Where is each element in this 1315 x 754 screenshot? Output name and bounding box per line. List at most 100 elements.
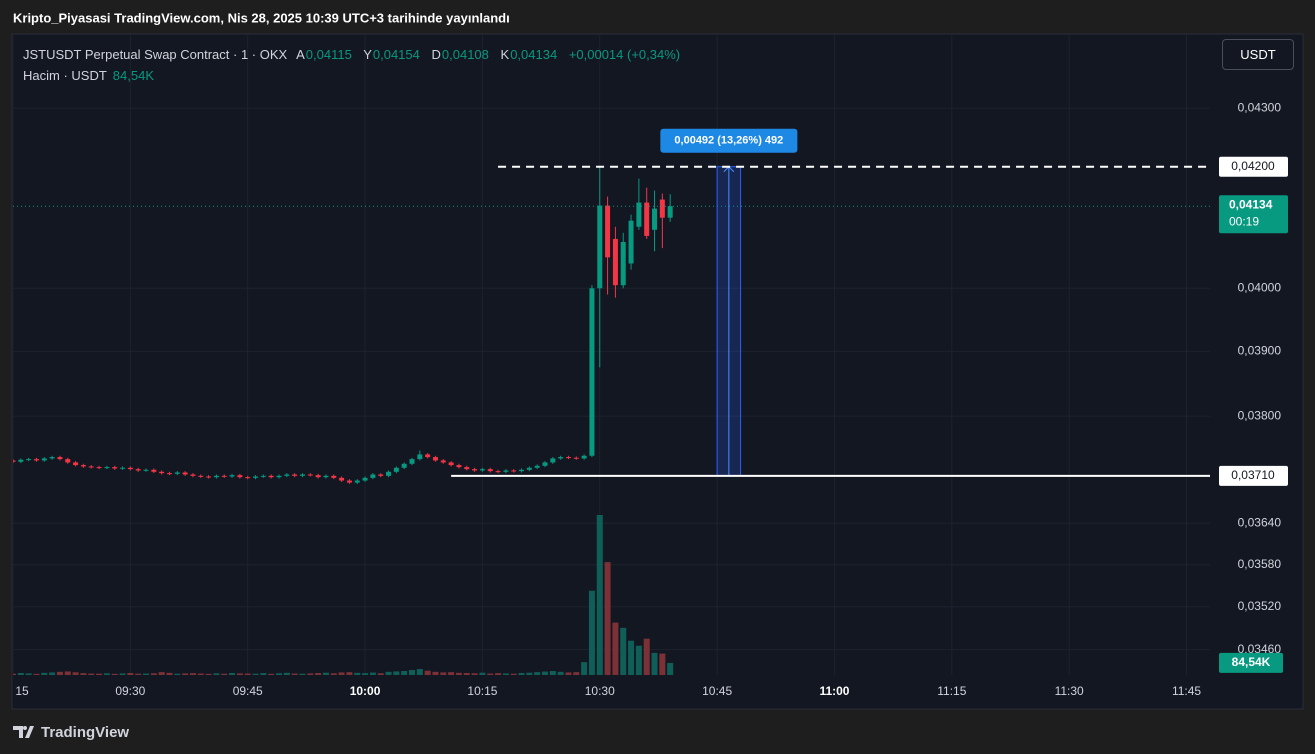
x-tick-label: 11:00 — [819, 684, 849, 698]
volume-bar — [369, 672, 376, 675]
candle-body — [190, 474, 196, 476]
candle-body — [96, 467, 102, 469]
volume-bar — [635, 645, 642, 675]
candle-body — [323, 475, 329, 478]
x-tick-label: 11:15 — [937, 684, 966, 698]
candle-body — [112, 467, 118, 469]
y-tick-label: 0,03580 — [1238, 557, 1282, 571]
volume-bar — [80, 673, 87, 675]
candle-body — [448, 462, 454, 466]
candle-body — [565, 457, 571, 459]
volume-bar — [236, 673, 243, 675]
volume-bar — [346, 672, 353, 675]
high-value: 0,04154 — [372, 47, 420, 62]
candle-body — [127, 467, 133, 470]
candle-body — [57, 457, 63, 460]
volume-bar — [150, 673, 157, 675]
candle-body — [378, 474, 384, 476]
volume-bar — [432, 671, 439, 675]
volume-bar — [588, 590, 595, 675]
volume-bar — [189, 673, 196, 675]
price-line-label: 0,03710 — [1231, 468, 1275, 482]
volume-bar — [416, 669, 423, 675]
candle-body — [3, 460, 8, 462]
candle-body — [652, 208, 658, 230]
candle-body — [268, 475, 274, 478]
volume-bar — [534, 672, 541, 675]
volume-bar — [471, 673, 478, 675]
volume-bar — [479, 672, 486, 675]
candle-body — [440, 460, 446, 463]
y-tick-label: 0,03640 — [1238, 515, 1282, 529]
x-tick-label: 09:45 — [233, 684, 263, 698]
volume-bar — [573, 672, 580, 675]
volume-bar — [338, 672, 345, 675]
candle-body — [13, 460, 16, 462]
volume-bar — [56, 671, 63, 675]
candle-body — [362, 477, 368, 481]
x-tick-label: 11:45 — [1172, 684, 1201, 698]
candle-body — [464, 467, 470, 470]
volume-bar — [72, 672, 79, 675]
low-label: D — [431, 47, 441, 62]
y-tick-label: 0,04300 — [1238, 100, 1282, 114]
volume-bar — [502, 673, 509, 675]
volume-bar — [88, 673, 95, 675]
candle-body — [339, 477, 345, 481]
candle-body — [667, 206, 673, 218]
candle-body — [479, 469, 485, 471]
x-tick-label: 10:15 — [467, 684, 497, 698]
price-line-label: 0,04200 — [1231, 159, 1275, 173]
volume-bar — [127, 673, 134, 675]
plot — [2, 35, 1210, 675]
candle-body — [315, 475, 321, 478]
volume-bar — [393, 671, 400, 675]
y-tick-label: 0,03460 — [1238, 642, 1282, 656]
volume-bar — [549, 671, 556, 675]
candle-body — [120, 467, 126, 469]
volume-bar — [252, 673, 259, 675]
candle-body — [605, 205, 611, 258]
candle-body — [573, 457, 579, 459]
candle-body — [159, 471, 165, 474]
volume-bar — [307, 673, 314, 675]
candle-body — [550, 458, 556, 463]
candle-body — [65, 459, 71, 463]
candle-body — [456, 465, 462, 468]
candle-body — [628, 220, 634, 264]
candle-body — [401, 463, 407, 468]
candle-body — [221, 475, 227, 477]
candle-body — [198, 475, 204, 477]
candle-body — [636, 202, 642, 227]
candle-body — [229, 475, 235, 477]
candle-body — [354, 480, 360, 483]
volume-bar — [385, 671, 392, 675]
volume-marker — [1219, 652, 1283, 673]
close-value: 0,04134 — [510, 47, 558, 62]
candle-body — [558, 457, 564, 459]
volume-bar — [651, 652, 658, 675]
volume-bar — [667, 662, 674, 675]
currency-button[interactable]: USDT — [1222, 39, 1294, 70]
volume-bar — [2, 673, 8, 675]
volume-bar — [182, 673, 189, 675]
candle-body — [432, 457, 438, 461]
candle-body — [206, 476, 212, 478]
y-tick-label: 0,03900 — [1238, 344, 1282, 358]
volume-bar — [557, 671, 564, 675]
volume-bar — [64, 671, 71, 675]
volume-bar — [103, 673, 110, 675]
volume-bar — [620, 627, 627, 675]
candle-body — [245, 477, 251, 479]
volume-bar — [111, 673, 118, 675]
volume-bar — [377, 673, 384, 675]
volume-bar — [135, 673, 142, 675]
candle-body — [49, 457, 55, 459]
candle-body — [237, 475, 243, 478]
candle-body — [88, 466, 94, 468]
candle-body — [495, 471, 501, 473]
candle-body — [425, 454, 431, 458]
candle-body — [104, 467, 110, 469]
volume-bar — [229, 673, 236, 675]
